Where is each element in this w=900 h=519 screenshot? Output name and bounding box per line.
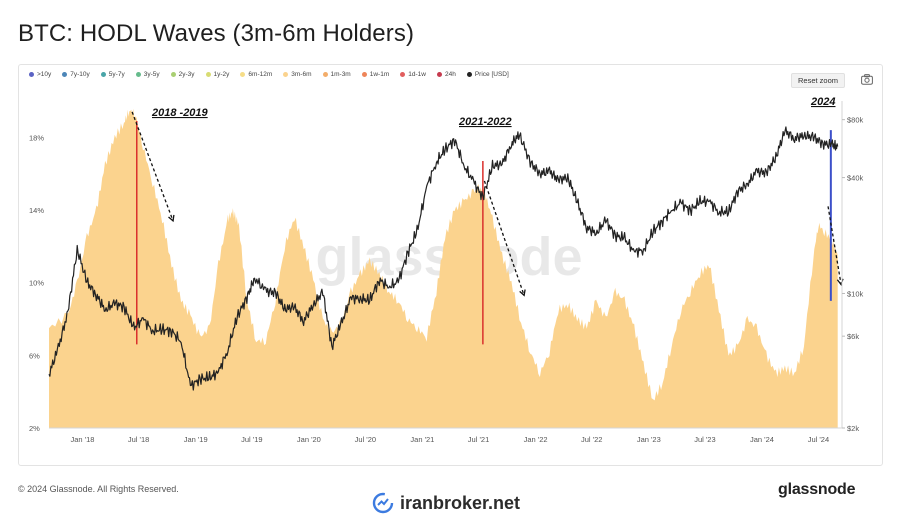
reset-zoom-button[interactable]: Reset zoom bbox=[791, 73, 846, 88]
legend-label: 5y-7y bbox=[108, 71, 125, 78]
arrow-head-icon bbox=[519, 289, 526, 297]
legend-label: 24h bbox=[444, 71, 456, 78]
price-line bbox=[48, 126, 839, 391]
legend-dot-icon bbox=[283, 72, 289, 77]
legend-item[interactable]: >10y bbox=[29, 71, 51, 78]
x-tick-label: Jan '24 bbox=[750, 435, 774, 444]
legend-dot-icon bbox=[361, 72, 367, 77]
legend-dot-icon bbox=[240, 72, 246, 77]
x-tick-label: Jan '22 bbox=[524, 435, 548, 444]
legend-dot-icon bbox=[466, 72, 472, 77]
y-left-tick-label: 10% bbox=[29, 279, 44, 288]
x-tick-label: Jan '21 bbox=[410, 435, 434, 444]
broker-logo-icon bbox=[372, 492, 394, 514]
glassnode-logo: glassnode bbox=[778, 481, 856, 498]
legend-dot-icon bbox=[135, 72, 141, 77]
legend-label: 3m-6m bbox=[291, 71, 312, 78]
legend-label: 1m-3m bbox=[330, 71, 351, 78]
legend-item[interactable]: 1d-1w bbox=[400, 71, 426, 78]
legend-item[interactable]: 3m-6m bbox=[283, 71, 312, 78]
legend-item[interactable]: 6m-12m bbox=[240, 71, 272, 78]
page-title: BTC: HODL Waves (3m-6m Holders) bbox=[18, 20, 415, 47]
legend-label: 1w-1m bbox=[369, 71, 390, 78]
x-tick-label: Jul '23 bbox=[694, 435, 715, 444]
x-tick-label: Jan '19 bbox=[184, 435, 208, 444]
legend-item[interactable]: Price [USD] bbox=[466, 71, 509, 78]
area-3m-6m bbox=[49, 108, 838, 428]
legend-dot-icon bbox=[322, 72, 328, 77]
y-left-tick-label: 14% bbox=[29, 206, 44, 215]
legend-label: 6m-12m bbox=[248, 71, 273, 78]
broker-watermark: iranbroker.net bbox=[372, 492, 520, 514]
trend-arrow-0 bbox=[131, 111, 174, 222]
y-left-tick-label: 18% bbox=[29, 133, 44, 142]
legend-dot-icon bbox=[205, 72, 211, 77]
camera-icon[interactable] bbox=[861, 74, 873, 85]
chart-panel: >10y 7y-10y 5y-7y 3y-5y 2y-3y 1y-2y 6m-12m 3m-6… bbox=[18, 64, 883, 466]
legend-item[interactable]: 7y-10y bbox=[62, 71, 90, 78]
y-right-tick-label: $80k bbox=[847, 116, 864, 125]
legend-dot-icon bbox=[170, 72, 176, 77]
x-tick-label: Jan '23 bbox=[637, 435, 661, 444]
trend-arrow-1 bbox=[483, 180, 525, 296]
legend-item[interactable]: 1w-1m bbox=[361, 71, 390, 78]
annotation-2021-2022: 2021-2022 bbox=[458, 116, 512, 128]
copyright-text: © 2024 Glassnode. All Rights Reserved. bbox=[18, 484, 179, 494]
legend-label: >10y bbox=[37, 71, 52, 78]
y-right-tick-label: $10k bbox=[847, 289, 864, 298]
legend-label: 7y-10y bbox=[70, 71, 90, 78]
legend-dot-icon bbox=[29, 72, 34, 77]
x-tick-label: Jul '21 bbox=[468, 435, 489, 444]
legend-label: 2y-3y bbox=[178, 71, 195, 78]
x-tick-label: Jan '20 bbox=[297, 435, 321, 444]
y-right-tick-label: $40k bbox=[847, 174, 864, 183]
chart-legend: >10y 7y-10y 5y-7y 3y-5y 2y-3y 1y-2y 6m-12m 3m-6… bbox=[29, 71, 509, 78]
legend-item[interactable]: 2y-3y bbox=[170, 71, 195, 78]
legend-label: 3y-5y bbox=[143, 71, 160, 78]
legend-item[interactable]: 1m-3m bbox=[322, 71, 351, 78]
annotation-2024: 2024 bbox=[810, 96, 835, 108]
x-tick-label: Jul '24 bbox=[808, 435, 829, 444]
broker-text: iranbroker.net bbox=[400, 492, 521, 513]
y-left-tick-label: 2% bbox=[29, 424, 40, 433]
x-tick-label: Jan '18 bbox=[71, 435, 95, 444]
x-tick-label: Jul '19 bbox=[241, 435, 262, 444]
legend-item[interactable]: 5y-7y bbox=[100, 71, 125, 78]
legend-dot-icon bbox=[436, 72, 442, 77]
annotation-2018-2019: 2018 -2019 bbox=[151, 107, 209, 119]
legend-item[interactable]: 24h bbox=[436, 71, 456, 78]
y-left-tick-label: 6% bbox=[29, 351, 40, 360]
x-tick-label: Jul '18 bbox=[128, 435, 149, 444]
legend-label: 1y-2y bbox=[213, 71, 230, 78]
x-tick-label: Jul '22 bbox=[581, 435, 602, 444]
legend-label: 1d-1w bbox=[408, 71, 426, 78]
legend-item[interactable]: 3y-5y bbox=[135, 71, 160, 78]
legend-label: Price [USD] bbox=[474, 71, 509, 78]
y-right-tick-label: $6k bbox=[847, 332, 859, 341]
legend-dot-icon bbox=[400, 72, 406, 77]
x-tick-label: Jul '20 bbox=[355, 435, 376, 444]
arrow-head-icon bbox=[168, 214, 175, 223]
legend-dot-icon bbox=[100, 72, 106, 77]
trend-arrow-2 bbox=[827, 206, 842, 285]
legend-item[interactable]: 1y-2y bbox=[205, 71, 230, 78]
legend-dot-icon bbox=[62, 72, 68, 77]
y-right-tick-label: $2k bbox=[847, 424, 859, 433]
